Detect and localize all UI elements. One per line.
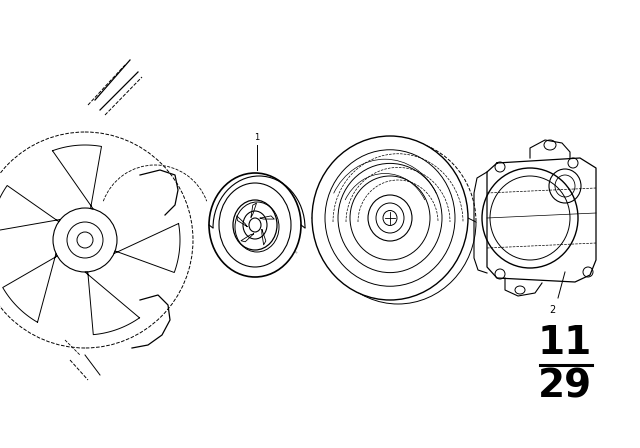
Text: 2: 2 xyxy=(549,305,555,315)
Text: 11: 11 xyxy=(538,324,592,362)
Ellipse shape xyxy=(383,211,397,225)
Ellipse shape xyxy=(249,218,261,232)
Text: 29: 29 xyxy=(538,368,592,406)
Ellipse shape xyxy=(233,200,277,250)
Polygon shape xyxy=(211,200,297,275)
Ellipse shape xyxy=(312,136,468,300)
Text: 1: 1 xyxy=(254,133,260,142)
Ellipse shape xyxy=(209,173,301,277)
